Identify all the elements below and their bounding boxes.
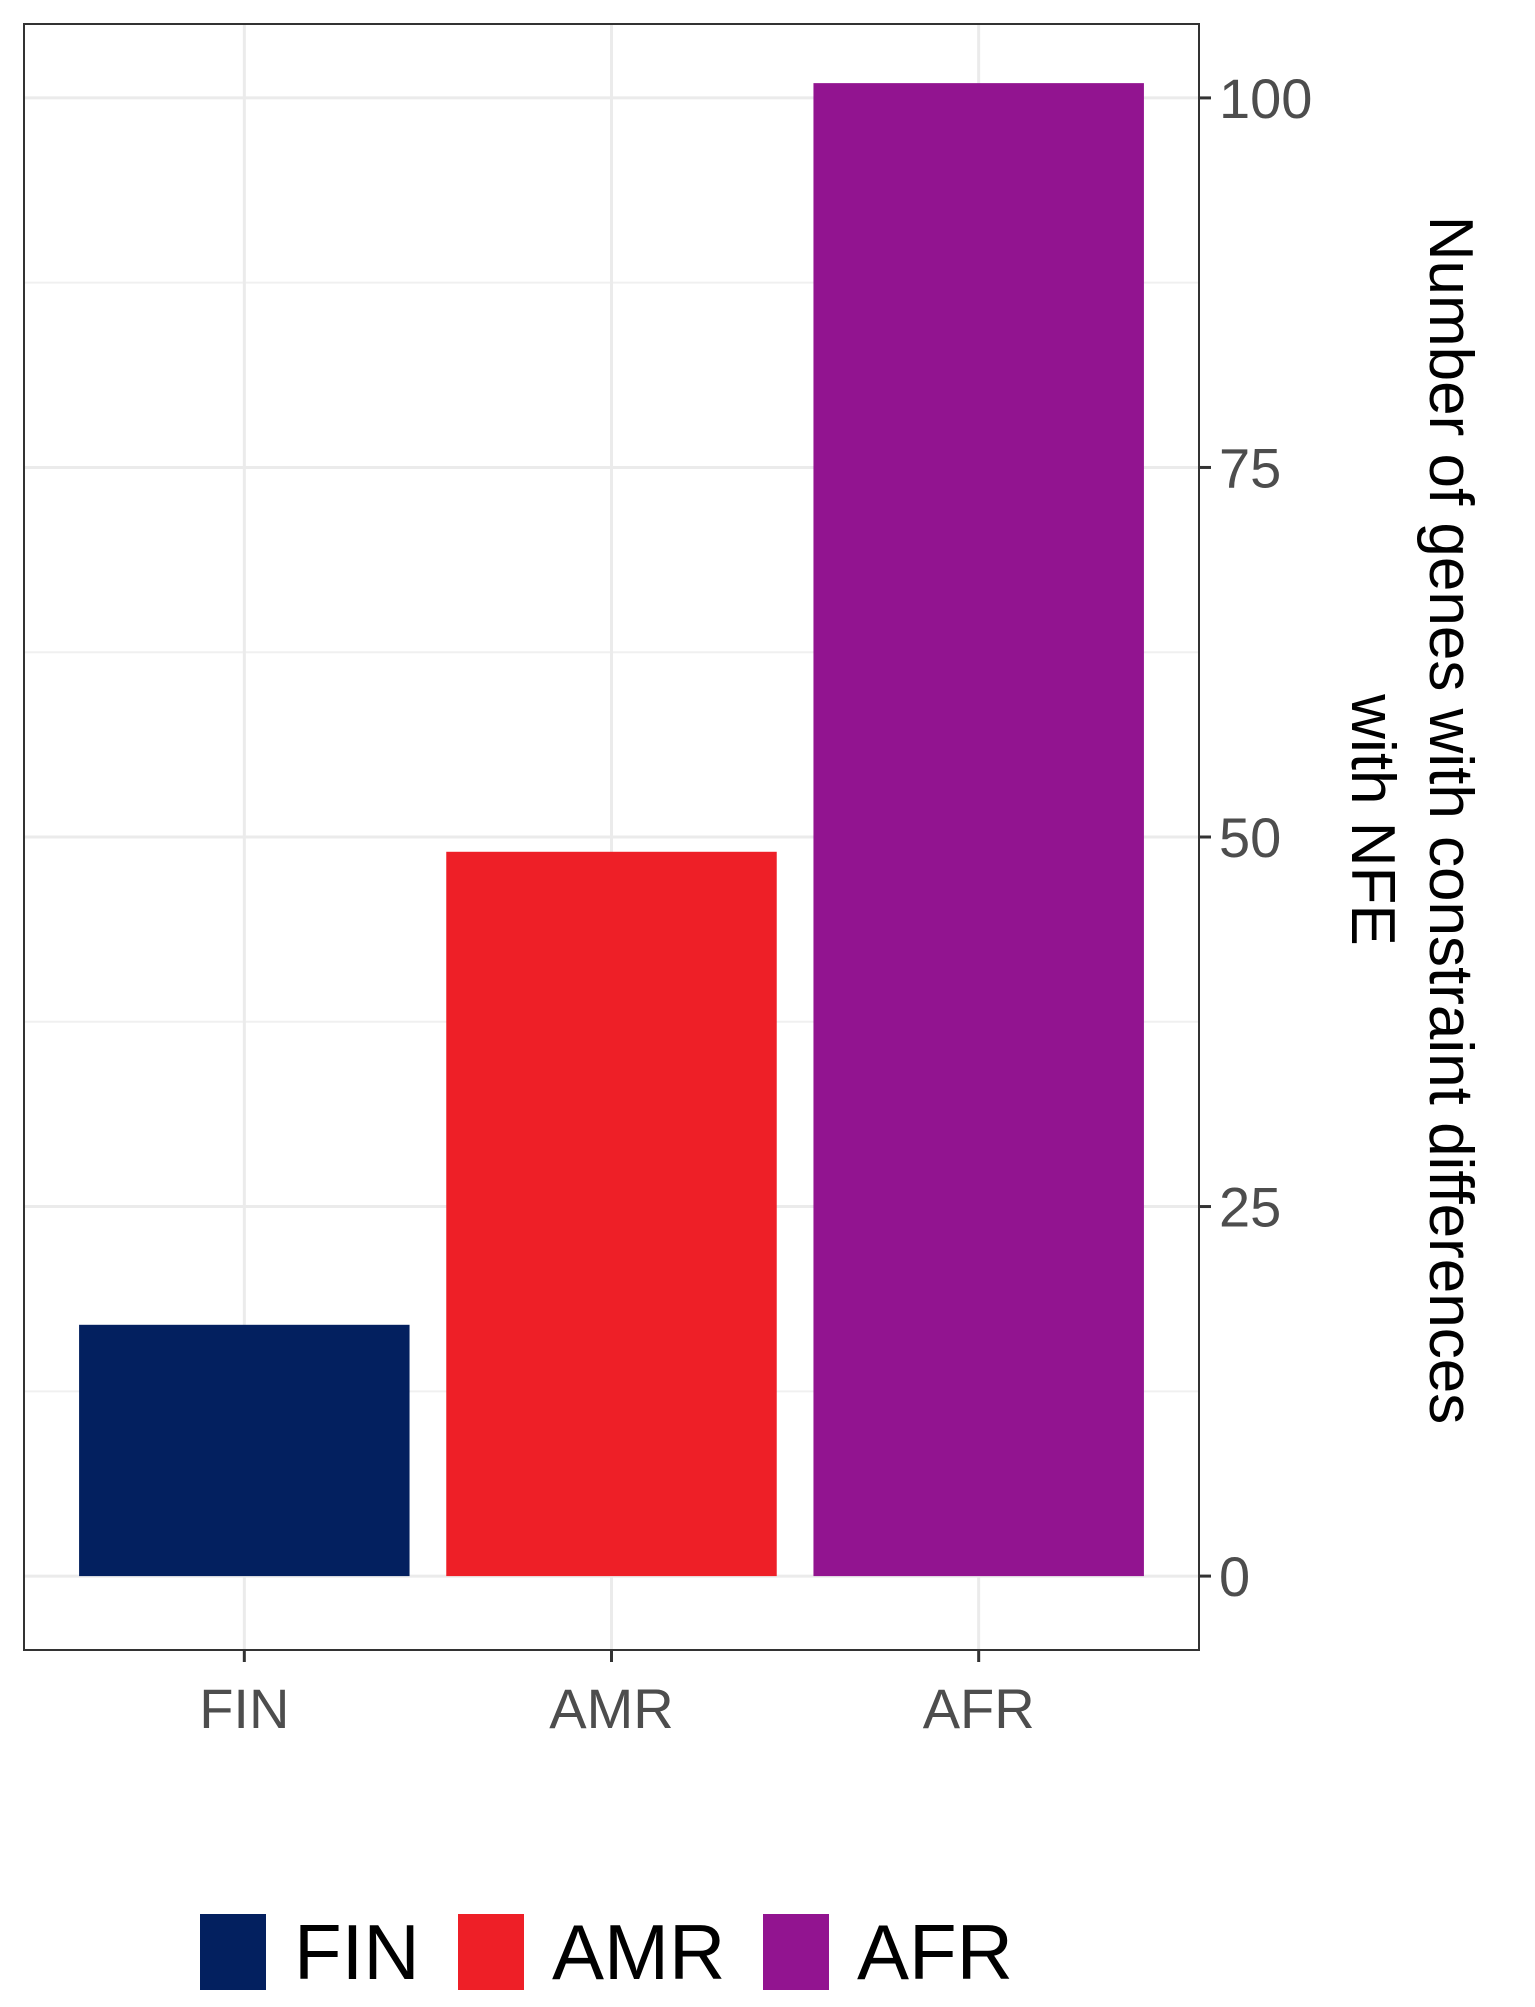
- x-tick-label-afr: AFR: [923, 1677, 1035, 1740]
- legend-key-fin: [200, 1914, 266, 1990]
- bar-afr: [813, 83, 1144, 1577]
- y-axis: 0 25 50 75 100: [1199, 67, 1312, 1608]
- legend-label-afr: AFR: [857, 1908, 1013, 1996]
- x-tick-label-amr: AMR: [549, 1677, 673, 1740]
- y-axis-title-line-2: with NFE: [1338, 693, 1407, 945]
- y-tick-label-4: 100: [1219, 67, 1312, 130]
- legend-key-afr: [763, 1914, 829, 1990]
- legend-label-fin: FIN: [294, 1908, 420, 1996]
- x-axis: FIN AMR AFR: [199, 1650, 1035, 1740]
- y-tick-label-3: 75: [1219, 436, 1281, 499]
- y-axis-title-line-1: Number of genes with constraint differen…: [1416, 216, 1485, 1425]
- y-tick-label-1: 25: [1219, 1176, 1281, 1239]
- bar-fin: [79, 1324, 410, 1577]
- y-tick-label-0: 0: [1219, 1545, 1250, 1608]
- x-tick-label-fin: FIN: [199, 1677, 289, 1740]
- legend: FIN AMR AFR: [200, 1908, 1013, 1996]
- legend-key-amr: [458, 1914, 524, 1990]
- bars: [79, 83, 1144, 1577]
- legend-label-amr: AMR: [552, 1908, 725, 1996]
- y-tick-label-2: 50: [1219, 806, 1281, 869]
- bar-amr: [446, 851, 777, 1577]
- y-axis-title: Number of genes with constraint differen…: [1338, 216, 1485, 1425]
